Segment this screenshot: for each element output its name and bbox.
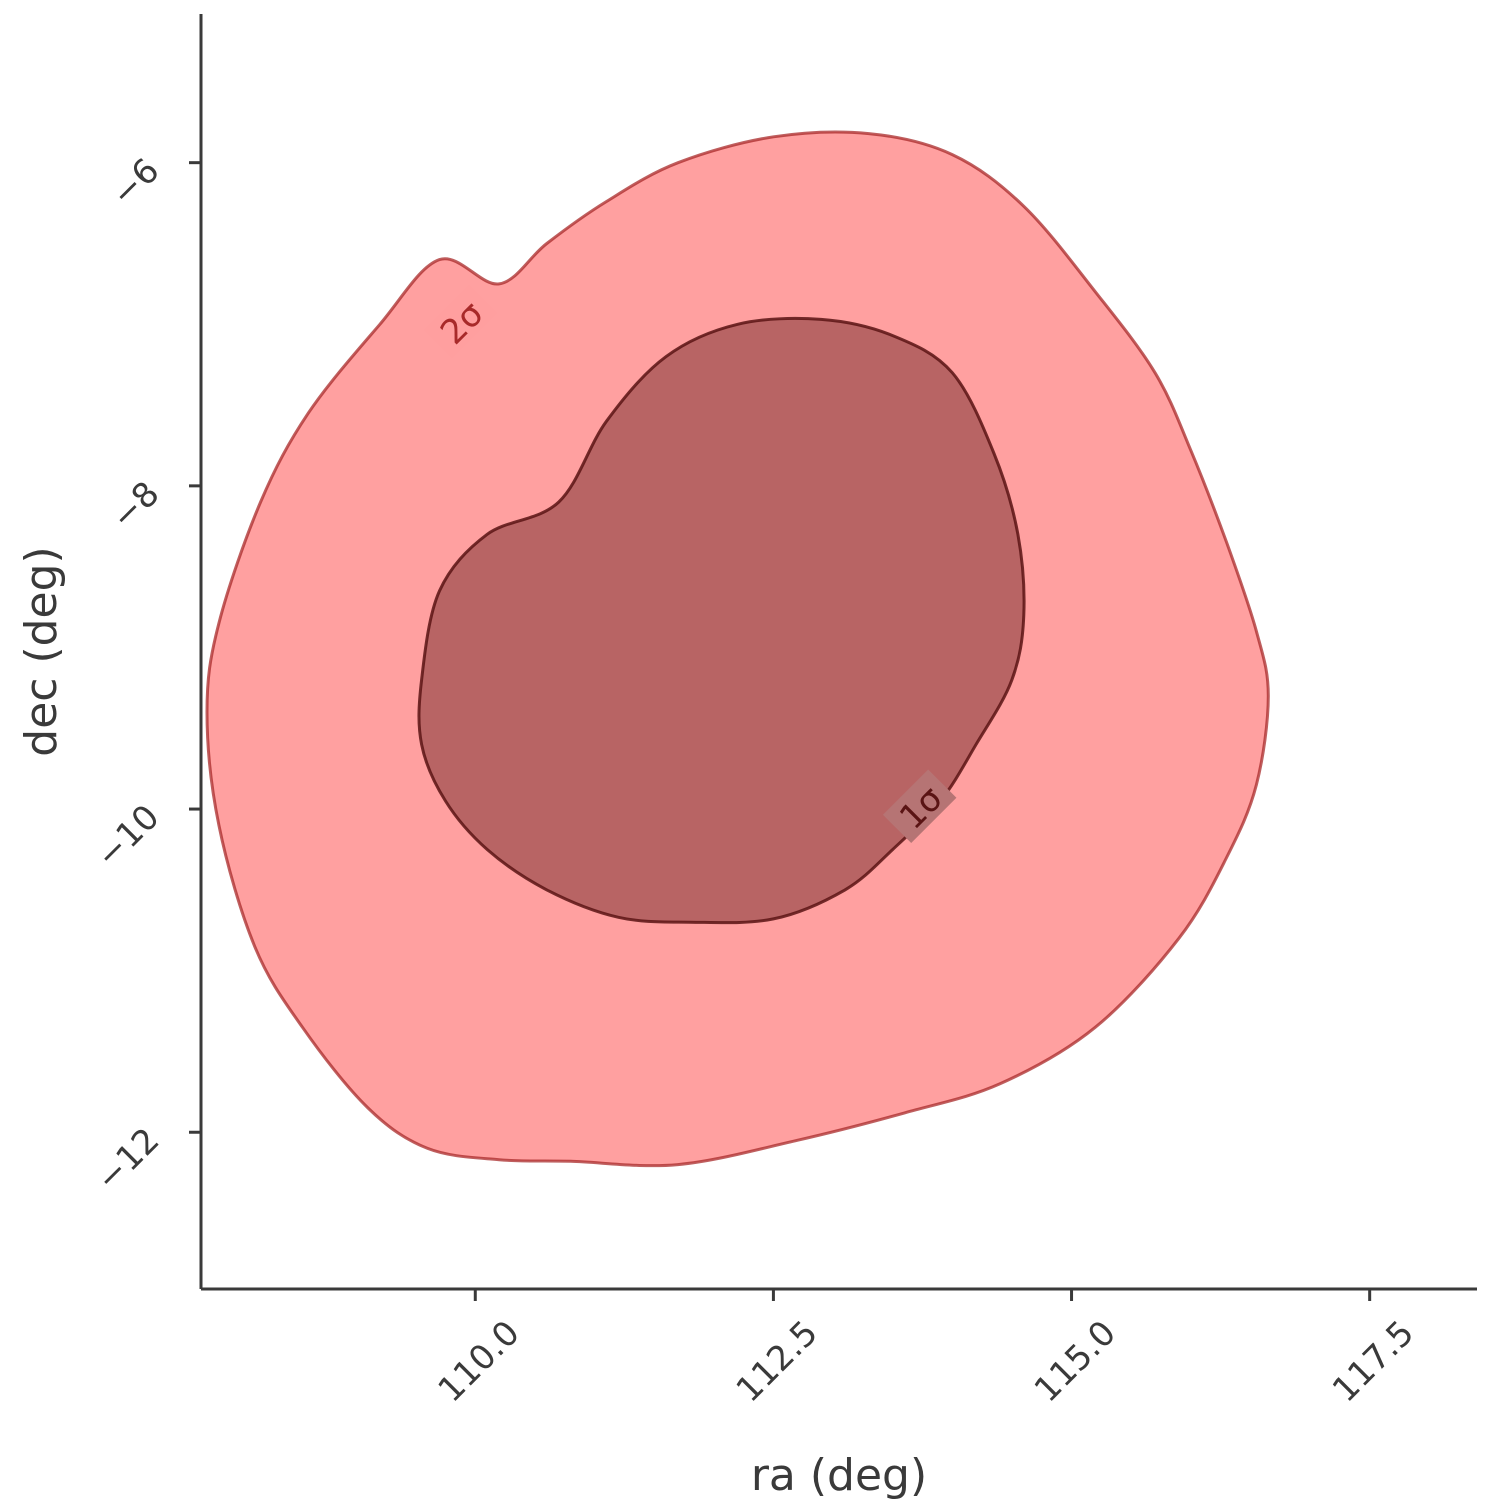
y-tick-label: −10 — [88, 797, 167, 876]
x-tick-label: 110.0 — [431, 1313, 528, 1410]
y-axis-ticks: −6 −8 −10 −12 — [88, 151, 201, 1199]
plot-area: 2σ 1σ — [205, 130, 1270, 1168]
x-tick-label: 112.5 — [729, 1313, 826, 1410]
x-tick-label: 115.0 — [1027, 1313, 1124, 1410]
contour-label-mask-1sigma — [882, 769, 957, 844]
x-axis-title: ra (deg) — [751, 1450, 927, 1501]
y-tick-label: −12 — [88, 1120, 167, 1199]
contour-label-mask-2sigma — [423, 284, 498, 359]
x-axis-ticks: 110.0 112.5 115.0 117.5 — [431, 1289, 1422, 1410]
y-axis-title: dec (deg) — [16, 546, 67, 756]
y-tick-label: −8 — [104, 474, 168, 538]
x-tick-label: 117.5 — [1325, 1313, 1422, 1410]
y-tick-label: −6 — [104, 151, 168, 215]
